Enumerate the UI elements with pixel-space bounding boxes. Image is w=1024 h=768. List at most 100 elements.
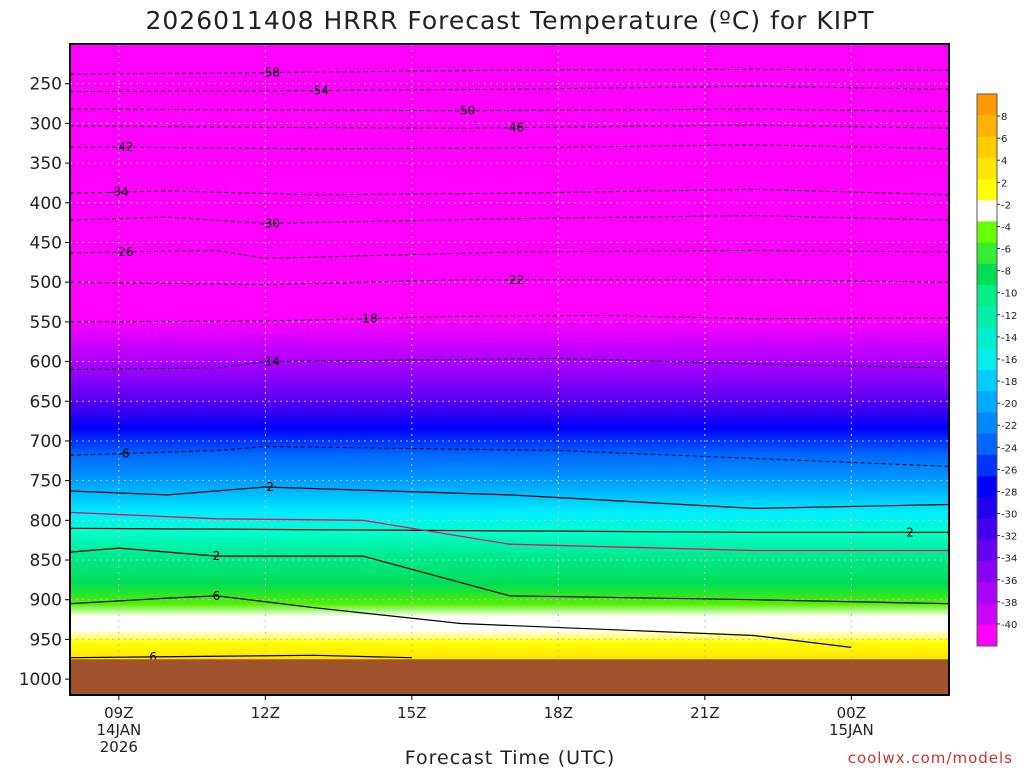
- plot-area: -58 -54 -50 -46 -42 -34 -30 -26 -22 -18 -14 -6 2 2 2 6 6: [70, 44, 949, 695]
- colorbar-swatch: [977, 263, 997, 286]
- colorbar-swatch: [977, 518, 997, 541]
- source-credit[interactable]: coolwx.com/models: [848, 749, 1013, 767]
- colorbar-swatch: [977, 497, 997, 520]
- y-tick-label: 650: [30, 392, 62, 412]
- colorbar-swatch: [977, 582, 997, 605]
- colorbar-swatch: [977, 115, 997, 137]
- x-tick-label: 14JAN: [96, 721, 141, 739]
- y-tick-label: 400: [30, 194, 62, 214]
- isotherm-line: [70, 547, 949, 605]
- isotherm-label: -14: [260, 355, 280, 369]
- colorbar-label: 4: [1001, 156, 1007, 167]
- colorbar-swatch: [977, 454, 997, 477]
- colorbar-label: -36: [1001, 576, 1017, 587]
- y-tick-label: 550: [30, 313, 62, 333]
- colorbar-swatch: [977, 539, 997, 562]
- isotherm-line: [70, 188, 949, 196]
- y-tick-label: 300: [30, 114, 62, 134]
- isotherm-label: -22: [505, 273, 525, 287]
- x-tick-label: 12Z: [251, 704, 280, 722]
- y-tick-label: 700: [30, 432, 62, 452]
- colorbar-frame: [976, 93, 998, 647]
- colorbar-label: -38: [1001, 598, 1017, 609]
- y-tick-label: 1000: [19, 670, 62, 690]
- isotherm-line: [70, 527, 949, 533]
- colorbar-swatch: [977, 391, 997, 413]
- colorbar-label: -28: [1001, 487, 1017, 498]
- isotherm-label: -6: [118, 446, 130, 460]
- isotherm-line: [70, 214, 949, 224]
- colorbar-label: -30: [1001, 510, 1017, 521]
- colorbar-label: -10: [1001, 289, 1017, 300]
- isotherm-line: [70, 249, 949, 259]
- colorbar-label: -22: [1001, 421, 1017, 432]
- colorbar-label: -24: [1001, 443, 1017, 454]
- colorbar-swatch: [977, 348, 997, 371]
- colorbar-swatch: [977, 412, 997, 435]
- colorbar-swatch: [977, 285, 997, 307]
- isotherm-label: -46: [505, 121, 525, 135]
- x-tick-label: 00Z: [837, 704, 866, 722]
- x-tick-label: 15JAN: [829, 721, 874, 739]
- x-tick-label: 2026: [100, 738, 138, 756]
- colorbar-swatch: [977, 370, 997, 392]
- y-tick-label: 800: [30, 511, 62, 531]
- isotherm-contours: -58 -54 -50 -46 -42 -34 -30 -26 -22 -18 -14 -6 2 2 2 6 6: [70, 66, 949, 664]
- isotherm-label: -26: [114, 245, 134, 259]
- isotherm-label: 2: [906, 525, 914, 539]
- colorbar-swatch: [977, 200, 997, 222]
- x-tick-label: 21Z: [690, 704, 719, 722]
- colorbar-swatch: [977, 94, 997, 116]
- isotherm-label: -30: [260, 216, 280, 230]
- chart-title: 2026011408 HRRR Forecast Temperature (ºC…: [145, 6, 874, 35]
- colorbar-swatch: [977, 178, 997, 201]
- colorbar-label: -26: [1001, 465, 1017, 476]
- colorbar-label: -4: [1001, 222, 1011, 233]
- colorbar-swatch: [977, 221, 997, 244]
- isotherm-label: -58: [260, 66, 280, 80]
- y-tick-label: 450: [30, 233, 62, 253]
- y-tick-label: 600: [30, 353, 62, 373]
- horizontal-grid: [70, 83, 949, 680]
- x-tick-label: 09Z: [104, 704, 133, 722]
- x-axis-label: Forecast Time (UTC): [405, 747, 615, 768]
- colorbar-swatch: [977, 157, 997, 180]
- y-tick-label: 350: [30, 154, 62, 174]
- plot-frame: [69, 43, 950, 696]
- isotherm-label: -34: [109, 185, 129, 199]
- y-tick-label: 750: [30, 472, 62, 492]
- colorbar-swatch: [977, 603, 997, 626]
- isotherm-line: [70, 595, 852, 648]
- colorbar-label: -8: [1001, 267, 1011, 278]
- y-tick-label: 250: [30, 75, 62, 95]
- isotherm-label: -54: [309, 83, 329, 97]
- pressure-axis: 250 300 350 400 450 500 550 600 650 700 750 800 850 9…: [19, 75, 70, 690]
- colorbar-label: -12: [1001, 311, 1017, 322]
- isotherm-line: [70, 144, 949, 150]
- y-tick-label: 850: [30, 551, 62, 571]
- colorbar-swatch: [977, 476, 997, 498]
- isotherm-line: [70, 654, 412, 659]
- temperature-field: [70, 44, 949, 695]
- y-tick-label: 900: [30, 591, 62, 611]
- colorbar-swatch: [977, 327, 997, 350]
- colorbar-label: -16: [1001, 355, 1017, 366]
- colorbar-swatch: [977, 433, 997, 456]
- vertical-grid: [118, 44, 852, 695]
- isotherm-label: -18: [358, 312, 378, 326]
- isotherm-line: [70, 511, 949, 552]
- isotherm-line: [70, 314, 949, 323]
- colorbar-label: 8: [1001, 112, 1007, 123]
- isotherm-label: 2: [266, 480, 274, 494]
- colorbar-legend: 8 6 4 2 -2 -4 -6 -8 -10 -12 -14 -16 -18 -20 -22 -24 -26 -…: [976, 93, 1017, 647]
- colorbar-label: -6: [1001, 245, 1011, 256]
- colorbar-label: -40: [1001, 620, 1017, 631]
- isotherm-line: [70, 357, 949, 370]
- y-tick-label: 950: [30, 630, 62, 650]
- isotherm-label: 6: [149, 650, 157, 664]
- isotherm-label: -50: [456, 104, 476, 118]
- colorbar-label: -34: [1001, 554, 1017, 565]
- colorbar-label: 6: [1001, 134, 1007, 145]
- colorbar-swatch: [977, 242, 997, 265]
